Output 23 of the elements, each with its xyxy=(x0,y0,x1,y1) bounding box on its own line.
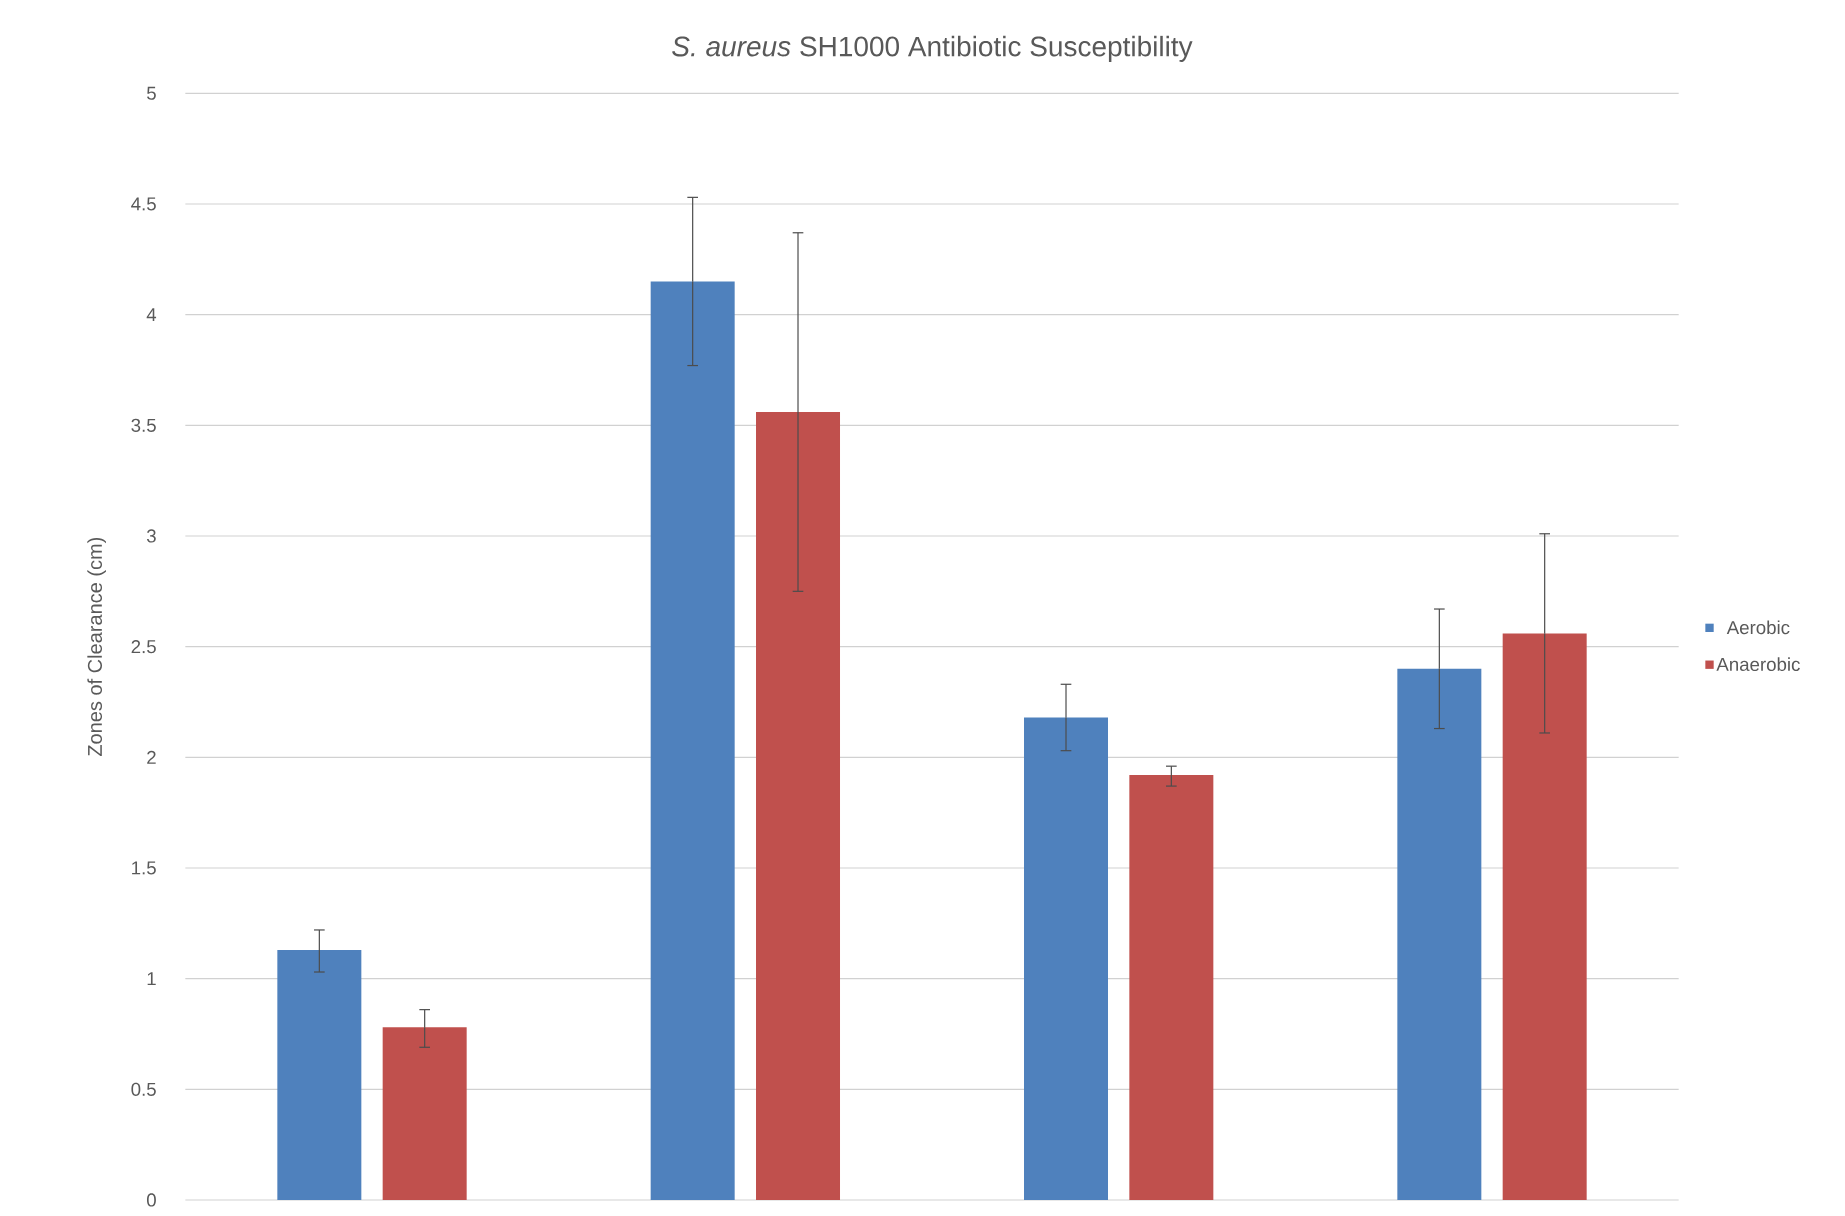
chart-title: S. aureus SH1000 Antibiotic Susceptibility xyxy=(672,35,1193,62)
y-tick-label: 2.5 xyxy=(131,640,156,654)
legend-label: Aerobic xyxy=(1726,620,1790,635)
bar xyxy=(1024,717,1109,1200)
bar xyxy=(1129,775,1214,1200)
bar xyxy=(1502,633,1587,1200)
y-tick-label: 3 xyxy=(146,529,156,543)
bar xyxy=(382,1027,467,1200)
bar xyxy=(756,412,841,1200)
y-tick-label: 1.5 xyxy=(132,861,156,875)
y-tick-label: 0.5 xyxy=(131,1082,156,1096)
y-tick-label: 5 xyxy=(147,86,156,100)
legend-label: Anaerobic xyxy=(1716,657,1800,672)
y-tick-label: 2 xyxy=(147,750,156,764)
y-tick-label: 1 xyxy=(147,972,156,986)
bar xyxy=(650,281,735,1200)
bar xyxy=(277,949,362,1200)
y-tick-label: 4 xyxy=(146,308,157,322)
bar xyxy=(1397,668,1482,1200)
y-axis-title: Zones of Clearance (cm) xyxy=(87,537,106,757)
y-tick-label: 4.5 xyxy=(131,197,156,211)
y-tick-label: 3.5 xyxy=(131,418,156,432)
y-tick-label: 0 xyxy=(146,1193,156,1207)
